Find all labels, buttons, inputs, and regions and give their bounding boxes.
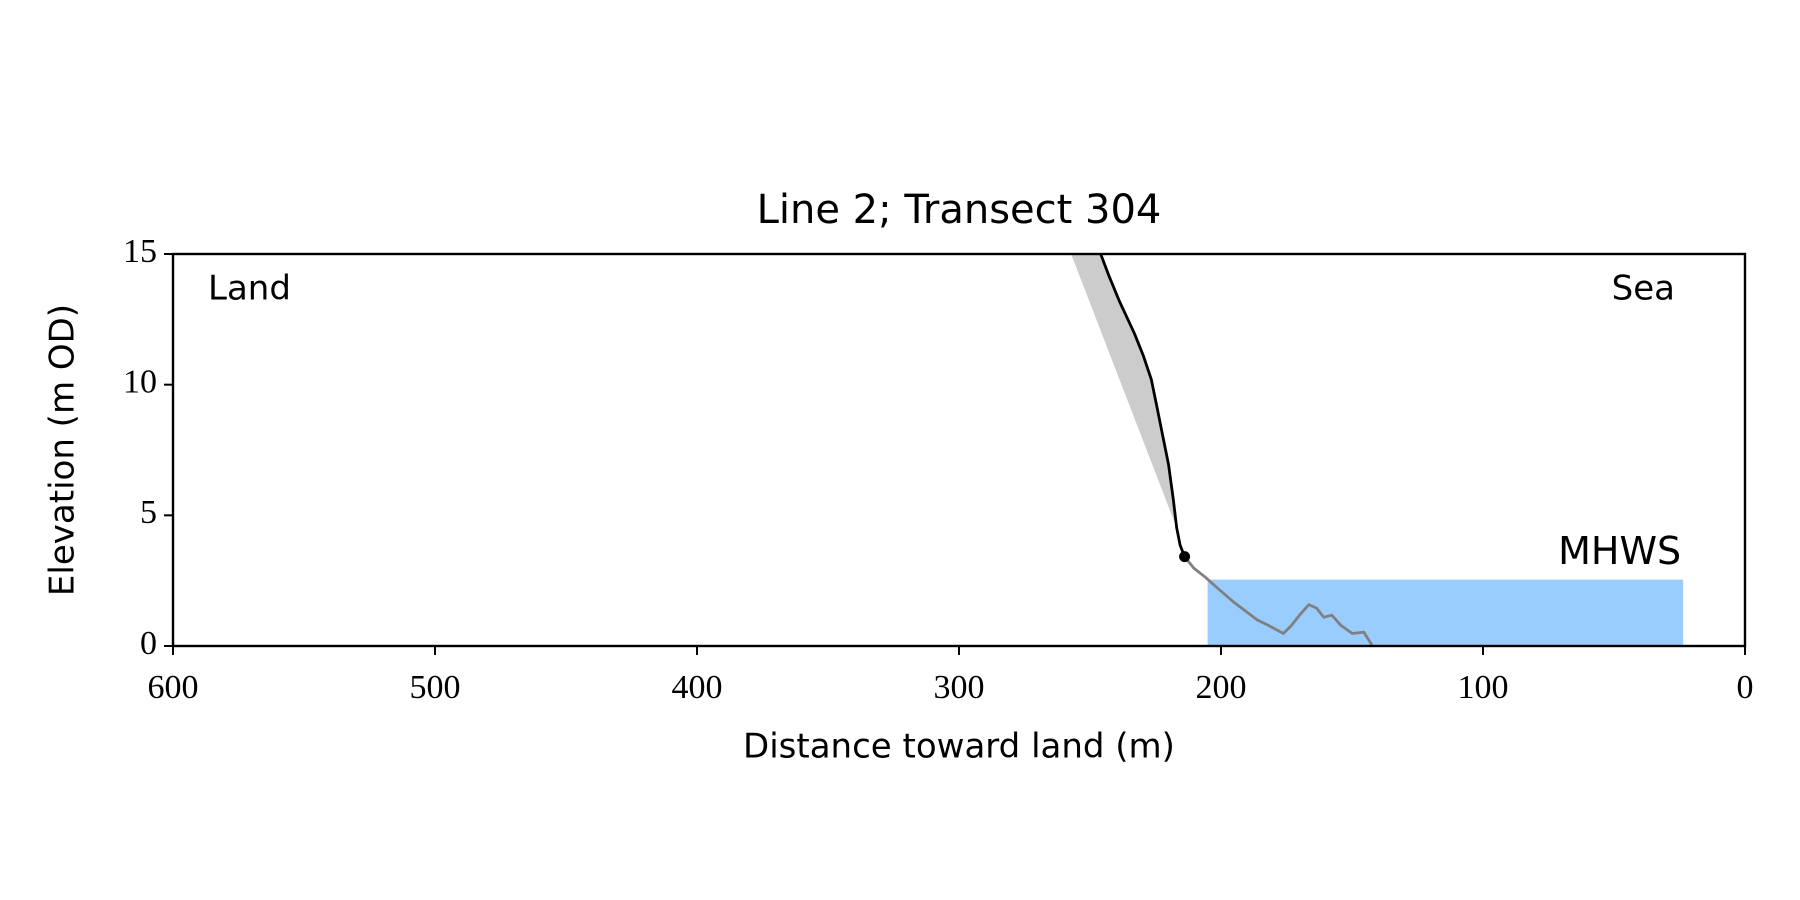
sea-label: Sea <box>1612 269 1675 309</box>
mhws-area <box>1207 579 1684 646</box>
y-tick-label: 0 <box>140 625 157 662</box>
y-tick-label: 10 <box>123 363 157 400</box>
foreshore-line <box>1183 555 1374 646</box>
x-tick-label: 500 <box>410 669 461 706</box>
y-tick-label: 15 <box>123 233 157 270</box>
chart-title: Line 2; Transect 304 <box>757 187 1162 233</box>
land-label: Land <box>208 269 291 309</box>
y-tick-label: 5 <box>140 494 157 531</box>
x-tick-label: 600 <box>148 669 199 706</box>
x-tick-label: 300 <box>934 669 985 706</box>
mhws-label: MHWS <box>1558 529 1681 573</box>
cliff-profile-line <box>1099 253 1186 558</box>
x-tick-label: 0 <box>1737 669 1754 706</box>
x-tick-label: 400 <box>672 669 723 706</box>
x-tick-label: 100 <box>1458 669 1509 706</box>
cliff-toe <box>1179 551 1191 563</box>
y-axis-label: Elevation (m OD) <box>43 304 83 596</box>
cliff-zone <box>1071 254 1177 528</box>
x-axis-label: Distance toward land (m) <box>743 727 1175 767</box>
x-tick-label: 200 <box>1196 669 1247 706</box>
